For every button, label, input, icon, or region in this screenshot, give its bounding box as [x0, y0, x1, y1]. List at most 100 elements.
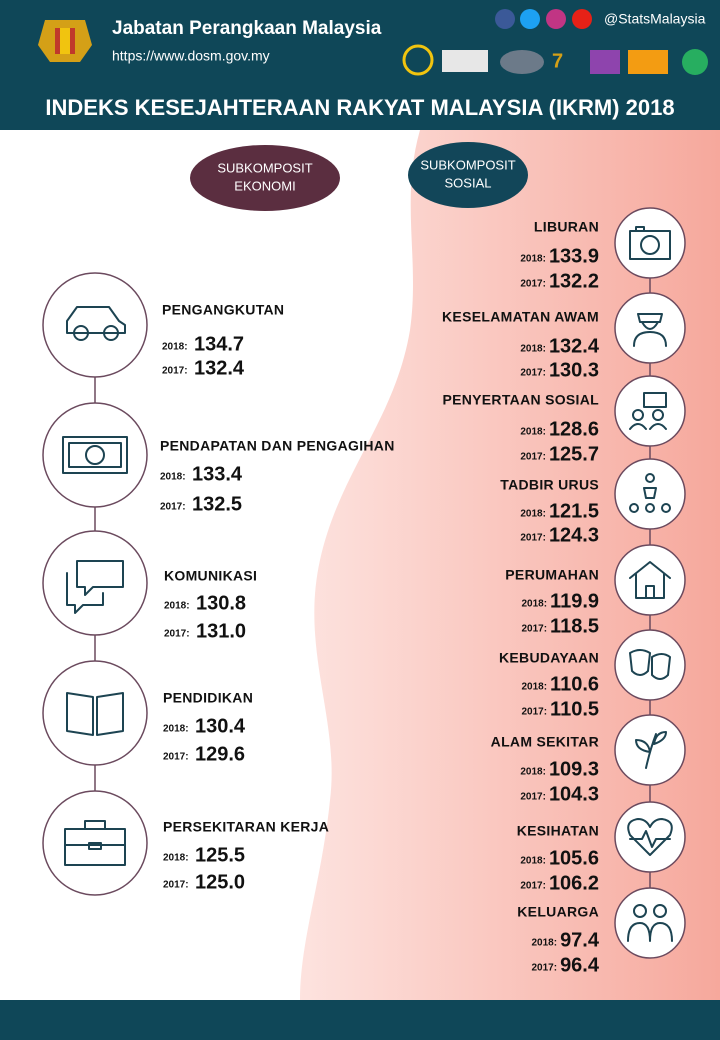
year-label: 2018: — [520, 767, 546, 778]
year-label: 2017: — [163, 880, 189, 891]
indicator-name: PENDIDIKAN — [163, 690, 253, 706]
year-label: 2018: — [162, 342, 188, 353]
index-value: 121.5 — [549, 500, 599, 522]
icon — [627, 818, 673, 856]
year-label: 2018: — [520, 427, 546, 438]
year-label: 2018: — [520, 509, 546, 520]
icon — [66, 560, 124, 614]
year-label: 2018: — [160, 472, 186, 483]
year-label: 2018: — [164, 601, 190, 612]
index-value: 106.2 — [549, 872, 599, 894]
index-value: 132.4 — [194, 357, 245, 379]
index-value: 132.2 — [549, 270, 599, 292]
index-value: 110.5 — [550, 698, 599, 720]
icon — [66, 692, 124, 736]
index-value: 128.6 — [549, 418, 599, 440]
icon-circle — [42, 660, 148, 766]
indicator-name: KEBUDAYAAN — [499, 650, 599, 666]
indicator-name: TADBIR URUS — [500, 477, 599, 493]
index-value: 133.9 — [549, 245, 599, 267]
index-value: 130.4 — [195, 715, 246, 737]
year-label: 2018: — [163, 724, 189, 735]
pill-label: EKONOMI — [234, 178, 295, 193]
indicator: PENDIDIKAN 2018: 130.4 2017: 129.6 — [42, 660, 253, 766]
year-label: 2017: — [162, 366, 188, 377]
pill-label: SOSIAL — [445, 175, 492, 190]
year-label: 2017: — [521, 624, 547, 635]
indicator-name: PENDAPATAN DAN PENGAGIHAN — [160, 438, 395, 454]
index-value: 104.3 — [549, 783, 599, 805]
year-label: 2017: — [163, 752, 189, 763]
year-label: 2018: — [163, 853, 189, 864]
index-value: 118.5 — [550, 615, 599, 637]
icon-circle — [42, 402, 148, 508]
index-value: 132.5 — [192, 493, 242, 515]
indicator-name: PERUMAHAN — [505, 567, 599, 583]
icon — [629, 392, 667, 430]
social-icons — [495, 9, 592, 29]
icon — [635, 731, 667, 769]
ekonomi-pill — [190, 145, 340, 211]
icon-circle — [614, 629, 686, 701]
icon-circle — [614, 207, 686, 279]
year-label: 2017: — [531, 963, 557, 974]
year-label: 2017: — [520, 368, 546, 379]
footer-band — [0, 1000, 720, 1040]
index-value: 125.0 — [195, 871, 245, 893]
org-url: https://www.dosm.gov.my — [112, 48, 270, 64]
index-value: 125.7 — [549, 443, 599, 465]
partner-logos: 7 — [402, 44, 708, 76]
index-value: 134.7 — [194, 333, 244, 355]
page-title: INDEKS KESEJAHTERAAN RAKYAT MALAYSIA (IK… — [45, 95, 674, 120]
index-value: 96.4 — [560, 954, 600, 976]
index-value: 133.4 — [192, 463, 243, 485]
year-label: 2017: — [520, 792, 546, 803]
indicator-name: PENYERTAAN SOSIAL — [442, 392, 599, 408]
icon — [64, 820, 126, 866]
indicator-name: PENGANGKUTAN — [162, 302, 284, 318]
indicator-name: KOMUNIKASI — [164, 568, 257, 584]
index-value: 132.4 — [549, 335, 600, 357]
icon-circle — [614, 458, 686, 530]
indicator: KOMUNIKASI 2018: 130.8 2017: 131.0 — [42, 530, 257, 642]
indicator-name: LIBURAN — [534, 219, 599, 235]
icon — [66, 306, 126, 341]
year-label: 2017: — [164, 629, 190, 640]
year-label: 2017: — [520, 881, 546, 892]
year-label: 2017: — [520, 452, 546, 463]
index-value: 119.9 — [550, 590, 599, 612]
icon-circle — [614, 375, 686, 447]
year-label: 2018: — [521, 599, 547, 610]
index-value: 97.4 — [560, 929, 600, 951]
index-value: 129.6 — [195, 743, 245, 765]
background-shape — [300, 130, 720, 1000]
index-value: 130.3 — [549, 359, 599, 381]
index-value: 110.6 — [550, 673, 599, 695]
year-label: 2018: — [531, 938, 557, 949]
pill-label: SUBKOMPOSIT — [217, 160, 312, 175]
icon — [62, 436, 128, 474]
indicator-name: ALAM SEKITAR — [491, 734, 599, 750]
index-value: 109.3 — [549, 758, 599, 780]
social-handle: @StatsMalaysia — [604, 11, 706, 27]
svg-text:7: 7 — [552, 50, 563, 72]
index-value: 124.3 — [549, 524, 599, 546]
indicator-name: PERSEKITARAN KERJA — [163, 819, 329, 835]
indicator-name: KESIHATAN — [517, 823, 599, 839]
year-label: 2017: — [160, 502, 186, 513]
indicator: PENGANGKUTAN 2018: 134.7 2017: 132.4 — [42, 272, 284, 379]
index-value: 130.8 — [196, 592, 246, 614]
year-label: 2017: — [520, 279, 546, 290]
icon-circle — [42, 272, 148, 378]
year-label: 2018: — [520, 254, 546, 265]
icon-circle — [614, 887, 686, 959]
sosial-pill — [408, 142, 528, 208]
icon-circle — [42, 530, 148, 636]
